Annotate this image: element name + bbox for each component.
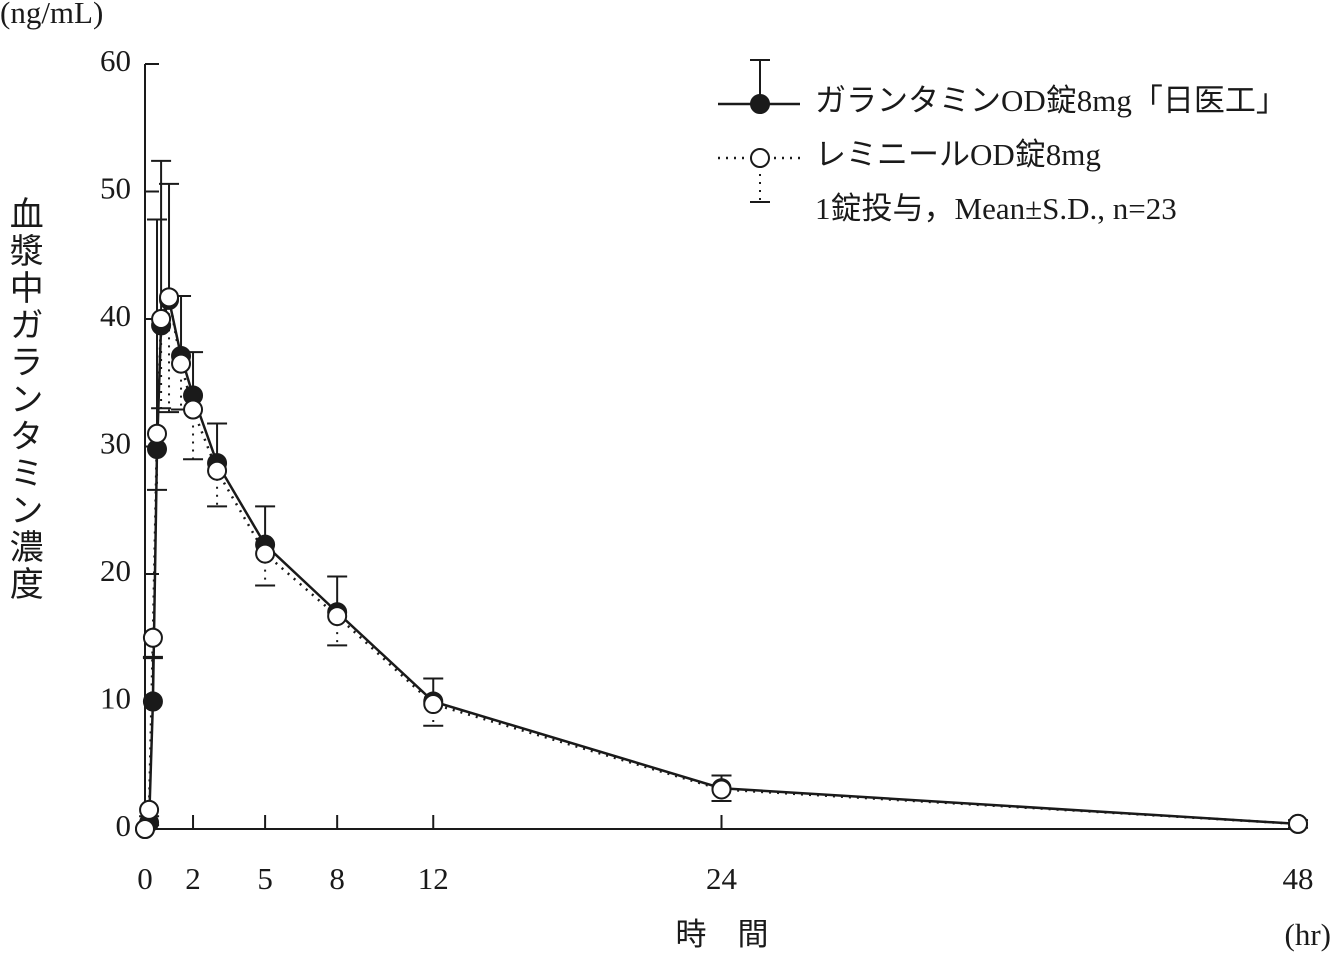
marker (151, 309, 172, 329)
y-tick-label: 40 (100, 298, 131, 333)
x-tick-label: 8 (329, 861, 345, 896)
series-line (143, 292, 1299, 830)
x-axis-label: 時 間 (676, 917, 769, 952)
y-tick-label: 50 (100, 171, 131, 206)
x-unit: (hr) (1285, 917, 1331, 952)
legend-marker (750, 148, 770, 168)
marker (183, 399, 204, 420)
x-tick-label: 2 (185, 861, 201, 896)
x-tick-label: 12 (418, 861, 449, 896)
y-tick-label: 20 (100, 553, 131, 588)
error-bar (423, 704, 444, 727)
legend-label: レミニールOD錠8mg (815, 137, 1101, 172)
y-tick-label: 30 (100, 426, 131, 461)
annotation: 1錠投与，Mean±S.D., n=23 (815, 191, 1177, 226)
x-tick-label: 0 (137, 861, 153, 896)
y-tick-label: 0 (116, 808, 132, 843)
error-bar (327, 616, 348, 647)
marker (327, 606, 348, 627)
marker (159, 287, 180, 308)
legend-marker (750, 94, 770, 114)
marker (711, 779, 732, 800)
error-bar (207, 470, 228, 508)
marker (142, 627, 163, 648)
marker (135, 819, 155, 839)
marker (423, 694, 444, 715)
marker (139, 799, 160, 820)
marker (142, 691, 163, 712)
y-axis-label: 血漿中ガランタミン濃度 (4, 196, 42, 603)
x-tick-label: 48 (1283, 861, 1314, 896)
y-tick-label: 10 (100, 681, 131, 716)
error-bar (159, 297, 180, 414)
legend-label: ガランタミンOD錠8mg「日医工」 (815, 83, 1287, 118)
x-tick-label: 5 (257, 861, 273, 896)
error-bar (159, 182, 180, 300)
marker (171, 353, 192, 374)
marker (207, 460, 228, 481)
y-unit: (ng/mL) (0, 0, 103, 30)
series-line (143, 294, 1299, 830)
error-bar (255, 553, 276, 587)
marker (255, 543, 276, 564)
y-tick-label: 60 (100, 43, 131, 78)
error-bar (151, 319, 172, 410)
marker (147, 423, 168, 444)
marker (1288, 813, 1308, 834)
x-tick-label: 24 (706, 861, 738, 896)
